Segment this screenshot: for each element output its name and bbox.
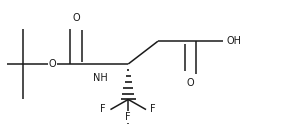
Text: O: O: [49, 59, 56, 69]
Text: O: O: [72, 13, 80, 23]
Text: OH: OH: [226, 36, 241, 46]
Text: F: F: [150, 104, 156, 114]
Text: NH: NH: [93, 73, 108, 83]
Text: O: O: [187, 78, 194, 88]
Text: F: F: [125, 112, 131, 122]
Text: F: F: [100, 104, 106, 114]
